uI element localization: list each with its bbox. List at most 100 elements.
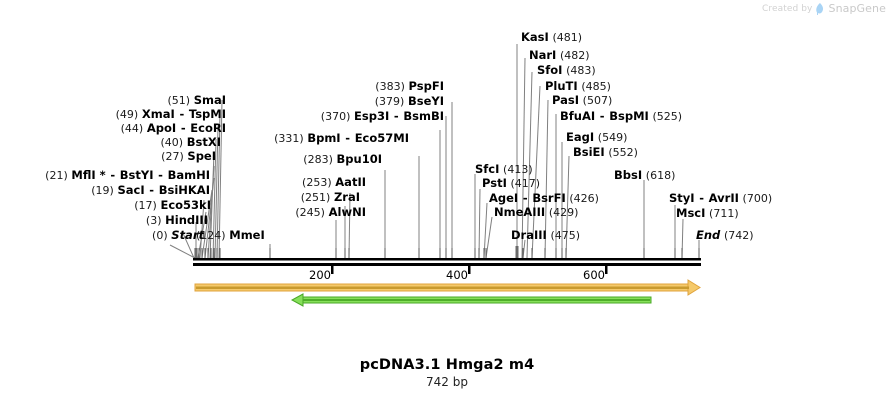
enzyme-name: BstYI <box>119 168 154 182</box>
enzyme-name: PstI <box>482 176 507 190</box>
enzyme-name: MmeI <box>229 228 265 242</box>
site-label-bpu10i[interactable]: (283) Bpu10I <box>303 152 382 167</box>
site-position: (19) <box>91 184 114 197</box>
enzyme-name: BspMI <box>609 109 649 123</box>
site-label-pluti[interactable]: PluTI (485) <box>545 80 611 94</box>
leader-lines-left <box>169 99 223 259</box>
enzyme-name: BsmBI <box>403 109 444 123</box>
site-label-alwni[interactable]: (245) AlwNI <box>295 205 366 220</box>
site-label-start[interactable]: (0) Start <box>152 229 204 243</box>
site-position: (552) <box>608 146 638 159</box>
site-position: (481) <box>552 31 583 44</box>
site-label-aatii[interactable]: (253) AatII <box>302 175 366 190</box>
enzyme-name: Eco57MI <box>354 131 409 145</box>
site-label-pspfi[interactable]: (383) PspFI <box>375 79 444 94</box>
site-label-agei-bsrfi[interactable]: AgeI - BsrFI (426) <box>489 191 599 206</box>
site-label-mfli-bstyi-bamhi[interactable]: (21) MflI * - BstYI - BamHI <box>45 168 210 183</box>
site-label-mmei[interactable]: (124) MmeI <box>196 228 265 243</box>
site-position: (283) <box>303 153 333 166</box>
site-position: (426) <box>569 192 599 205</box>
enzyme-name: SpeI <box>187 149 216 163</box>
site-label-kasi[interactable]: KasI (481) <box>521 30 583 45</box>
site-position: (253) <box>302 176 332 189</box>
site-label-msci[interactable]: MscI (711) <box>676 207 739 221</box>
enzyme-name: PspFI <box>408 79 444 93</box>
enzyme-separator: - <box>599 109 605 123</box>
enzyme-name: HindIII <box>165 213 208 227</box>
ruler-tick-label-400: 400 <box>446 268 468 282</box>
ruler-tick-label-600: 600 <box>583 268 605 282</box>
site-label-spei[interactable]: (27) SpeI <box>161 149 216 164</box>
site-label-nari[interactable]: NarI (482) <box>529 49 590 63</box>
enzyme-name: KasI <box>521 30 549 44</box>
site-label-sfoi[interactable]: SfoI (483) <box>537 63 596 78</box>
site-position: (700) <box>742 192 773 205</box>
site-position: (17) <box>134 199 157 212</box>
site-position: (3) <box>145 214 162 227</box>
sequence-length: 742 bp <box>426 375 468 389</box>
site-position: (124) <box>196 229 226 242</box>
leader-lines-mid <box>335 102 453 259</box>
enzyme-name: XmaI <box>141 107 175 121</box>
snapgene-leaf-icon <box>816 2 824 15</box>
site-label-pasi[interactable]: PasI (507) <box>552 93 612 108</box>
site-label-sfci[interactable]: SfcI (413) <box>475 162 533 177</box>
site-label-eco53ki[interactable]: (17) Eco53kI <box>134 199 211 213</box>
site-label-smai[interactable]: (51) SmaI <box>167 94 226 108</box>
site-label-saci-bsihkai[interactable]: (19) SacI - BsiHKAI <box>91 183 210 198</box>
ruler-tick-label-200: 200 <box>309 268 331 282</box>
enzyme-name: MflI * <box>71 168 106 182</box>
enzyme-name: DraIII <box>511 228 547 242</box>
site-position: (0) <box>152 229 168 242</box>
title-block: pcDNA3.1 Hmga2 m4 742 bp <box>0 357 894 389</box>
enzyme-name: ZraI <box>333 190 360 204</box>
site-label-zrai[interactable]: (251) ZraI <box>301 190 360 205</box>
enzyme-name: BfuAI <box>560 109 596 123</box>
enzyme-separator: - <box>393 109 399 123</box>
site-position: (27) <box>161 150 184 163</box>
site-label-draiii[interactable]: DraIII (475) <box>511 228 580 243</box>
enzyme-name: SfoI <box>537 63 563 77</box>
ruler-ticks <box>331 266 608 274</box>
enzyme-name: AgeI <box>489 191 519 205</box>
site-label-bfuai-bspmi[interactable]: BfuAI - BspMI (525) <box>560 109 683 124</box>
site-label-esp3i-bsmbi[interactable]: (370) Esp3I - BsmBI <box>321 109 444 124</box>
site-label-psti[interactable]: PstI (417) <box>482 176 541 191</box>
enzyme-separator: - <box>158 168 163 182</box>
enzyme-separator: - <box>149 183 155 197</box>
site-label-eagi[interactable]: EagI (549) <box>566 131 627 145</box>
site-position: (245) <box>295 206 325 219</box>
site-label-styi-avrii[interactable]: StyI - AvrII (700) <box>669 192 773 206</box>
enzyme-name: BseYI <box>407 94 444 108</box>
site-label-bpmi-eco57mi[interactable]: (331) BpmI - Eco57MI <box>274 131 409 146</box>
enzyme-name: BbsI <box>614 168 643 182</box>
enzyme-name: BsiHKAI <box>158 183 210 197</box>
site-position: (525) <box>652 110 683 123</box>
site-position: (331) <box>274 132 304 145</box>
enzyme-name: AatII <box>335 175 366 189</box>
site-label-hindiii[interactable]: (3) HindIII <box>145 213 208 228</box>
enzyme-name: AlwNI <box>328 205 366 219</box>
enzyme-name: Bpu10I <box>336 152 382 166</box>
site-position: (485) <box>581 80 611 93</box>
site-label-bbsi[interactable]: BbsI (618) <box>614 168 675 183</box>
site-label-xmai-tspmi[interactable]: (49) XmaI - TspMI <box>116 107 226 122</box>
enzyme-name: PasI <box>552 93 580 107</box>
site-label-bstxi[interactable]: (40) BstXI <box>160 136 221 150</box>
site-position: (483) <box>566 64 596 77</box>
orange-feature-arrow <box>194 279 701 296</box>
site-label-apoi-ecori[interactable]: (44) ApoI - EcoRI <box>121 122 226 136</box>
site-position: (417) <box>510 177 541 190</box>
site-label-nmeaiii[interactable]: NmeAIII (429) <box>494 206 579 220</box>
site-position: (413) <box>503 163 533 176</box>
site-label-bseyi[interactable]: (379) BseYI <box>375 94 444 109</box>
site-label-bsiei[interactable]: BsiEI (552) <box>573 146 638 160</box>
site-position: (429) <box>548 206 579 219</box>
site-position: (51) <box>167 94 191 107</box>
enzyme-name: SfcI <box>475 162 500 176</box>
watermark-brand: SnapGene <box>828 2 886 15</box>
site-position: (383) <box>375 80 405 93</box>
site-label-end[interactable]: End (742) <box>696 229 754 243</box>
